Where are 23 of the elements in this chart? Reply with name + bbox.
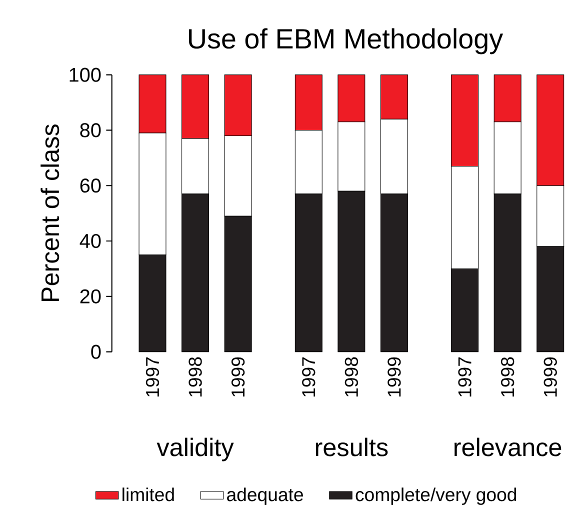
x-tick-label: 1997	[146, 358, 160, 397]
y-tick-label: 80	[80, 123, 101, 138]
y-tick-label: 100	[70, 68, 101, 82]
x-tick-label: 1998	[500, 357, 514, 397]
y-axis-title: Percent of class	[40, 124, 60, 302]
legend-label: adequate	[227, 488, 303, 505]
y-tick-label: 0	[91, 344, 101, 359]
x-tick-label: 1997	[302, 358, 316, 397]
text: relevance	[454, 438, 562, 456]
x-tick-label: 1999	[388, 357, 401, 397]
x-tick-label: 1997	[458, 358, 472, 397]
chart-title: Use of EBM Methodology	[189, 28, 504, 54]
text: results	[316, 438, 388, 456]
y-tick-label: 60	[80, 178, 101, 193]
y-tick-label: 40	[80, 234, 101, 248]
y-tick-label: 20	[80, 289, 101, 304]
legend-label: complete/very good	[356, 488, 516, 505]
text: validity	[156, 438, 234, 462]
x-tick-label: 1998	[188, 357, 202, 397]
legend-label: limited	[122, 488, 174, 502]
x-tick-label: 1999	[231, 357, 245, 397]
x-tick-label: 1998	[344, 357, 358, 397]
x-tick-label: 1999	[544, 357, 557, 397]
